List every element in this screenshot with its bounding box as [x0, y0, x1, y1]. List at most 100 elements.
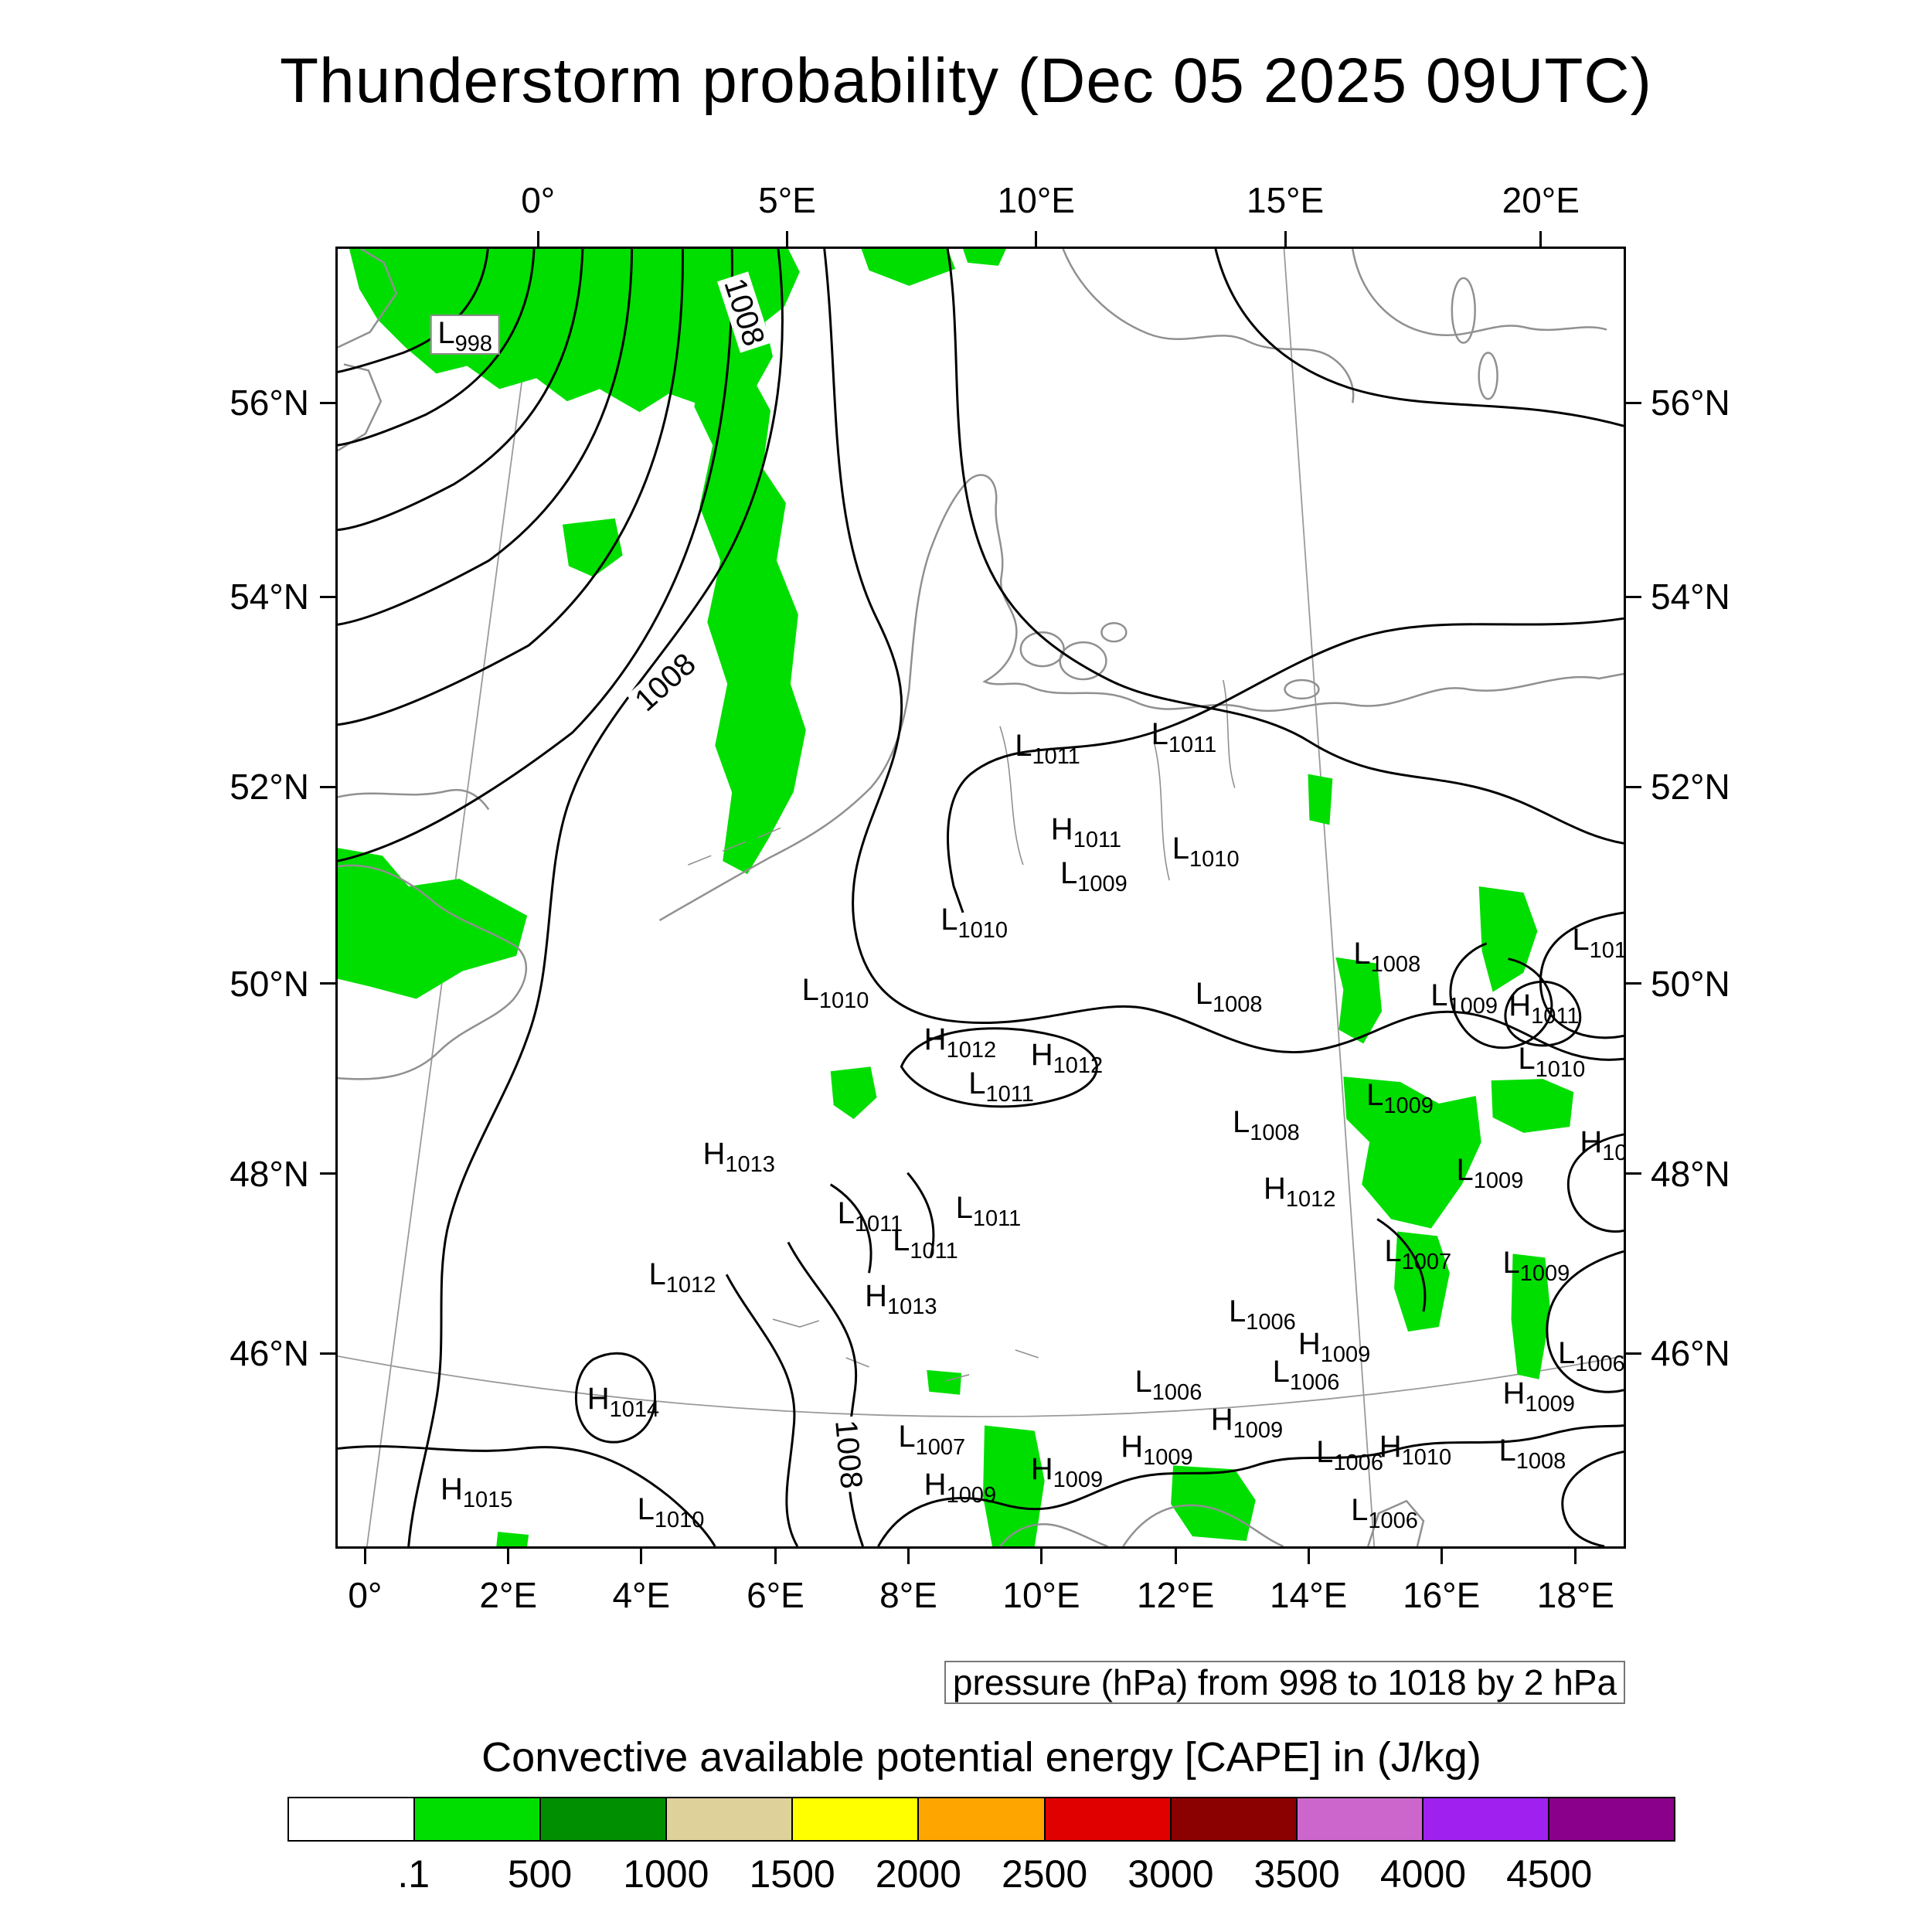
high-pressure-center: H1012: [1580, 1127, 1624, 1165]
axis-label-bottom: 6°E: [747, 1575, 804, 1615]
coastline-details: [688, 679, 1236, 1382]
axis-tick-left: [320, 1352, 335, 1355]
axis-tick-bottom: [1174, 1549, 1177, 1564]
pressure-value: 1009: [1233, 1417, 1284, 1443]
cape-colorbar-cell: [665, 1797, 794, 1842]
pressure-value: 1006: [1333, 1450, 1383, 1475]
axis-tick-left: [320, 982, 335, 985]
low-pressure-center: L1008: [1498, 1434, 1566, 1474]
cape-colorbar-cell: [1547, 1797, 1676, 1842]
axis-tick-bottom: [1307, 1549, 1310, 1564]
low-pressure-center: L1011: [893, 1225, 958, 1264]
pressure-value: 1011: [1168, 733, 1217, 758]
pressure-letter: L: [1366, 1078, 1384, 1113]
low-pressure-center: L1010: [1172, 833, 1240, 872]
pressure-value: 1014: [609, 1397, 660, 1423]
axis-label-right: 52°N: [1651, 767, 1730, 808]
axis-tick-bottom: [906, 1549, 910, 1564]
low-pressure-center: L1010: [1572, 922, 1624, 963]
low-pressure-center: L1006: [1316, 1437, 1383, 1475]
pressure-letter: H: [1379, 1430, 1402, 1464]
pressure-letter: H: [1502, 1376, 1526, 1411]
pressure-value: 1010: [957, 918, 1009, 944]
pressure-value: 1006: [1289, 1369, 1340, 1395]
axis-tick-top: [1284, 231, 1287, 247]
axis-label-top: 15°E: [1246, 180, 1325, 220]
pressure-value: 1012: [1285, 1187, 1336, 1213]
axis-label-bottom: 10°E: [1002, 1575, 1080, 1615]
low-pressure-center: L1006: [1351, 1493, 1418, 1533]
high-pressure-center: H1010: [1379, 1430, 1451, 1470]
pressure-value: 1006: [1246, 1310, 1296, 1335]
low-pressure-center: L1009: [1060, 856, 1128, 896]
low-pressure-center: L1006: [1229, 1297, 1296, 1335]
axis-label-right: 54°N: [1651, 577, 1730, 617]
low-pressure-center: L998: [430, 315, 501, 356]
low-pressure-center: L1011: [968, 1066, 1034, 1107]
low-pressure-center: L1009: [1366, 1078, 1434, 1118]
pressure-value: 1009: [1383, 1094, 1434, 1119]
cape-colorbar-tick-label: .1: [397, 1852, 430, 1896]
pressure-value: 1009: [1320, 1342, 1371, 1368]
pressure-value: 1011: [972, 1206, 1022, 1232]
pressure-letter: H: [1050, 811, 1073, 846]
pressure-contours: [338, 249, 1624, 1546]
map-canvas: [338, 249, 1624, 1546]
pressure-letter: L: [1498, 1434, 1516, 1468]
axis-tick-top: [1539, 231, 1543, 247]
coastlines: [338, 249, 1624, 1546]
low-pressure-center: L1011: [837, 1196, 903, 1236]
low-pressure-center: L1011: [1015, 731, 1080, 770]
pressure-value: 1009: [946, 1482, 997, 1508]
low-pressure-center: L1011: [956, 1192, 1022, 1231]
axis-label-left: 48°N: [230, 1153, 309, 1194]
high-pressure-center: H1009: [1031, 1454, 1103, 1492]
axis-tick-bottom: [1440, 1549, 1443, 1564]
isobar-contour-label: 1008: [716, 271, 771, 353]
low-pressure-center: L1008: [1233, 1105, 1300, 1145]
cape-colorbar-cell: [539, 1797, 668, 1842]
pressure-value: 1011: [1073, 827, 1122, 852]
cape-colorbar-cell: [1421, 1797, 1549, 1842]
high-pressure-center: H1011: [1050, 811, 1121, 852]
pressure-letter: L: [968, 1066, 986, 1101]
cape-colorbar-title: Convective available potential energy [C…: [481, 1734, 1481, 1781]
pressure-letter: L: [1233, 1105, 1250, 1140]
pressure-value: 1007: [915, 1434, 966, 1460]
map: L998 L1011 L1011 H1011 L1009 L1010 L1010 L1010 L…: [335, 247, 1626, 1549]
pressure-letter: L: [1572, 922, 1590, 957]
axis-label-bottom: 2°E: [479, 1575, 538, 1615]
cape-colorbar-cell: [1169, 1797, 1298, 1842]
low-pressure-center: L1008: [1353, 938, 1420, 977]
pressure-letter: L: [1060, 856, 1078, 891]
pressure-letter: L: [1351, 1493, 1369, 1528]
pressure-value: 1010: [1189, 847, 1240, 872]
pressure-letter: L: [637, 1492, 655, 1526]
low-pressure-center: L1006: [1135, 1366, 1202, 1405]
pressure-letter: L: [1272, 1354, 1290, 1389]
axis-label-right: 48°N: [1651, 1153, 1730, 1194]
pressure-letter: H: [1121, 1430, 1144, 1464]
pressure-legend-text: pressure (hPa) from 998 to 1018 by 2 hPa: [952, 1662, 1617, 1702]
figure-title: Thunderstorm probability (Dec 05 2025 09…: [280, 46, 1652, 116]
low-pressure-center: L1006: [1272, 1354, 1340, 1395]
pressure-letter: L: [837, 1196, 855, 1230]
axis-tick-bottom: [1039, 1549, 1043, 1564]
pressure-value: 1009: [1077, 872, 1128, 897]
pressure-letter: H: [1210, 1402, 1233, 1437]
axis-label-left: 50°N: [230, 963, 309, 1004]
cape-colorbar-tick-label: 4500: [1506, 1852, 1593, 1896]
cape-colorbar-cell: [287, 1797, 416, 1842]
cape-colorbar-cell: [413, 1797, 542, 1842]
pressure-value: 1006: [1151, 1380, 1202, 1406]
pressure-value: 1012: [1053, 1053, 1104, 1079]
low-pressure-center: L1011: [1151, 719, 1217, 757]
low-pressure-center: L1012: [649, 1259, 716, 1298]
pressure-value: 1009: [1053, 1467, 1104, 1492]
pressure-value: 1007: [1401, 1249, 1452, 1274]
pressure-value: 1010: [654, 1507, 705, 1532]
high-pressure-center: H1013: [702, 1138, 774, 1177]
high-pressure-center: H1009: [1121, 1430, 1192, 1470]
axis-label-bottom: 8°E: [879, 1575, 937, 1615]
